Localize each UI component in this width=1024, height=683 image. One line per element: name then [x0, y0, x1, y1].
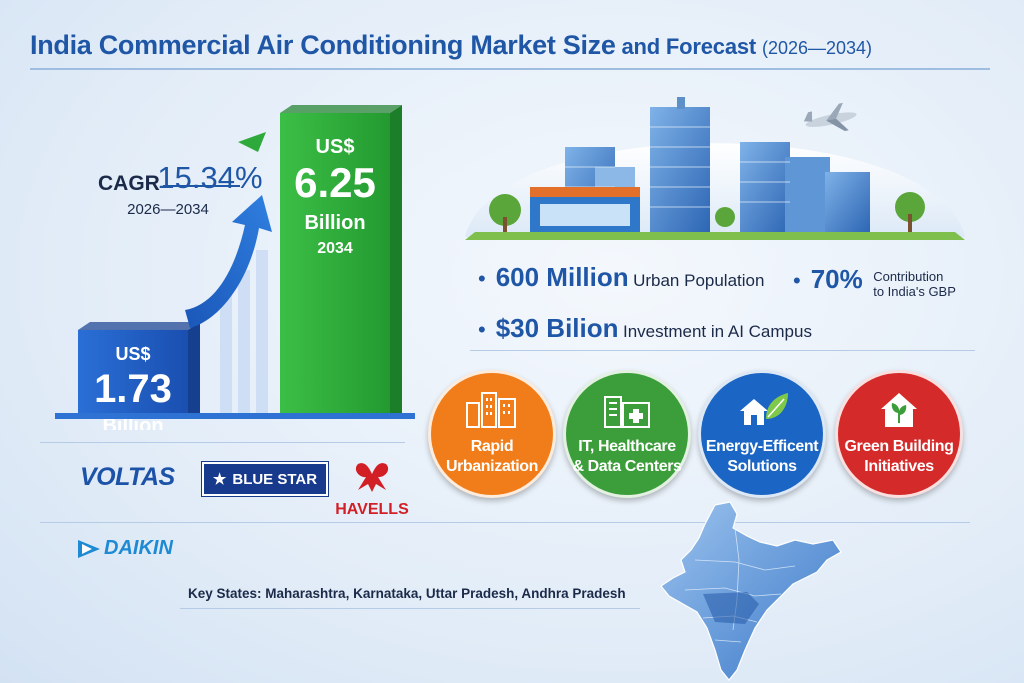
driver-label-1: Green Building — [844, 438, 954, 455]
stat-investment: • $30 Bilion Investment in AI Campus — [478, 313, 812, 344]
stat-invest-value: $30 Bilion — [495, 313, 619, 343]
driver-rapid-urbanization: Rapid Urbanization — [428, 370, 556, 498]
driver-it-healthcare: IT, Healthcare & Data Centers — [563, 370, 691, 498]
logos-divider — [40, 522, 970, 523]
star-icon: ★ — [212, 471, 227, 488]
bar-value-label: 1.73 — [94, 367, 172, 411]
havells-text: HAVELLS — [335, 501, 409, 518]
stat-invest-label: Investment in AI Campus — [622, 322, 812, 341]
stat-urban-label: Urban Population — [633, 271, 765, 290]
stat-gdp-label-2: to India's GBP — [873, 283, 956, 299]
daikin-emblem-icon — [78, 539, 100, 558]
bar-side-2034 — [390, 105, 402, 413]
page-title: India Commercial Air Conditioning Market… — [30, 30, 1010, 61]
bullet-icon: • — [478, 266, 486, 291]
cagr-value: 15.34% — [157, 160, 262, 195]
driver-label-2: Solutions — [727, 458, 797, 475]
bar-year-label: 2034 — [317, 240, 353, 257]
driver-green-building: Green Building Initiatives — [835, 370, 963, 498]
chart-divider — [40, 442, 405, 443]
bluestar-text: BLUE STAR — [232, 470, 318, 488]
stat-urban-population: • 600 Million Urban Population — [478, 262, 764, 293]
driver-label-2: Urbanization — [445, 458, 539, 475]
daikin-text: DAIKIN — [104, 537, 173, 559]
bar-currency-label: US$ — [115, 344, 150, 364]
growth-arrow-icon — [185, 132, 272, 415]
airplane-icon — [803, 102, 857, 132]
title-years: (2026—2034) — [761, 38, 873, 58]
title-mid: and Forecast — [615, 34, 762, 59]
eco-house-icon — [740, 393, 788, 425]
stat-gdp-contribution: • 70% Contribution to India's GBP — [793, 264, 956, 299]
driver-energy-efficient: Energy-Efficent Solutions — [698, 370, 826, 498]
bar-unit-label: Billion — [304, 212, 365, 234]
bluestar-logo: ★ BLUE STAR — [201, 461, 329, 497]
stats-divider — [470, 350, 975, 351]
bar-top-2034 — [280, 105, 402, 113]
buildings-icon — [466, 392, 516, 428]
driver-label-1: IT, Healthcare — [578, 438, 676, 455]
hospital-icon — [604, 396, 650, 428]
daikin-logo: DAIKIN — [78, 537, 173, 560]
driver-label-2: Initiatives — [864, 458, 934, 475]
bar-top-2025 — [78, 321, 200, 330]
havells-emblem-icon — [355, 463, 389, 492]
title-main: India Commercial Air Conditioning Market… — [30, 30, 616, 60]
stat-gdp-value: 70% — [810, 264, 863, 294]
key-states-underline — [180, 608, 640, 609]
bullet-icon: • — [478, 317, 486, 342]
stat-urban-value: 600 Million — [495, 262, 629, 292]
bullet-icon: • — [793, 268, 801, 293]
driver-label-1: Rapid — [470, 438, 514, 455]
voltas-logo: VOLTAS — [80, 463, 175, 491]
chart-baseline — [55, 413, 415, 419]
bar-2034 — [280, 113, 390, 413]
green-house-icon — [881, 393, 917, 427]
bar-side-2025 — [188, 321, 200, 413]
bar-2025 — [78, 329, 188, 413]
driver-label-1: Energy-Efficent — [705, 438, 819, 455]
driver-label-2: & Data Centers — [572, 458, 682, 475]
stat-gdp-label-1: Contribution — [873, 268, 944, 284]
india-map-icon — [660, 501, 842, 681]
bar-value-label: 6.25 — [294, 159, 376, 206]
havells-logo: HAVELLS — [330, 460, 414, 519]
cagr-label: CAGR — [98, 172, 160, 195]
bar-currency-label: US$ — [316, 136, 355, 158]
title-divider — [30, 68, 990, 70]
city-skyline-illustration — [465, 97, 965, 240]
key-states: Key States: Maharashtra, Karnataka, Utta… — [188, 586, 626, 601]
cagr-period: 2026—2034 — [127, 201, 209, 218]
